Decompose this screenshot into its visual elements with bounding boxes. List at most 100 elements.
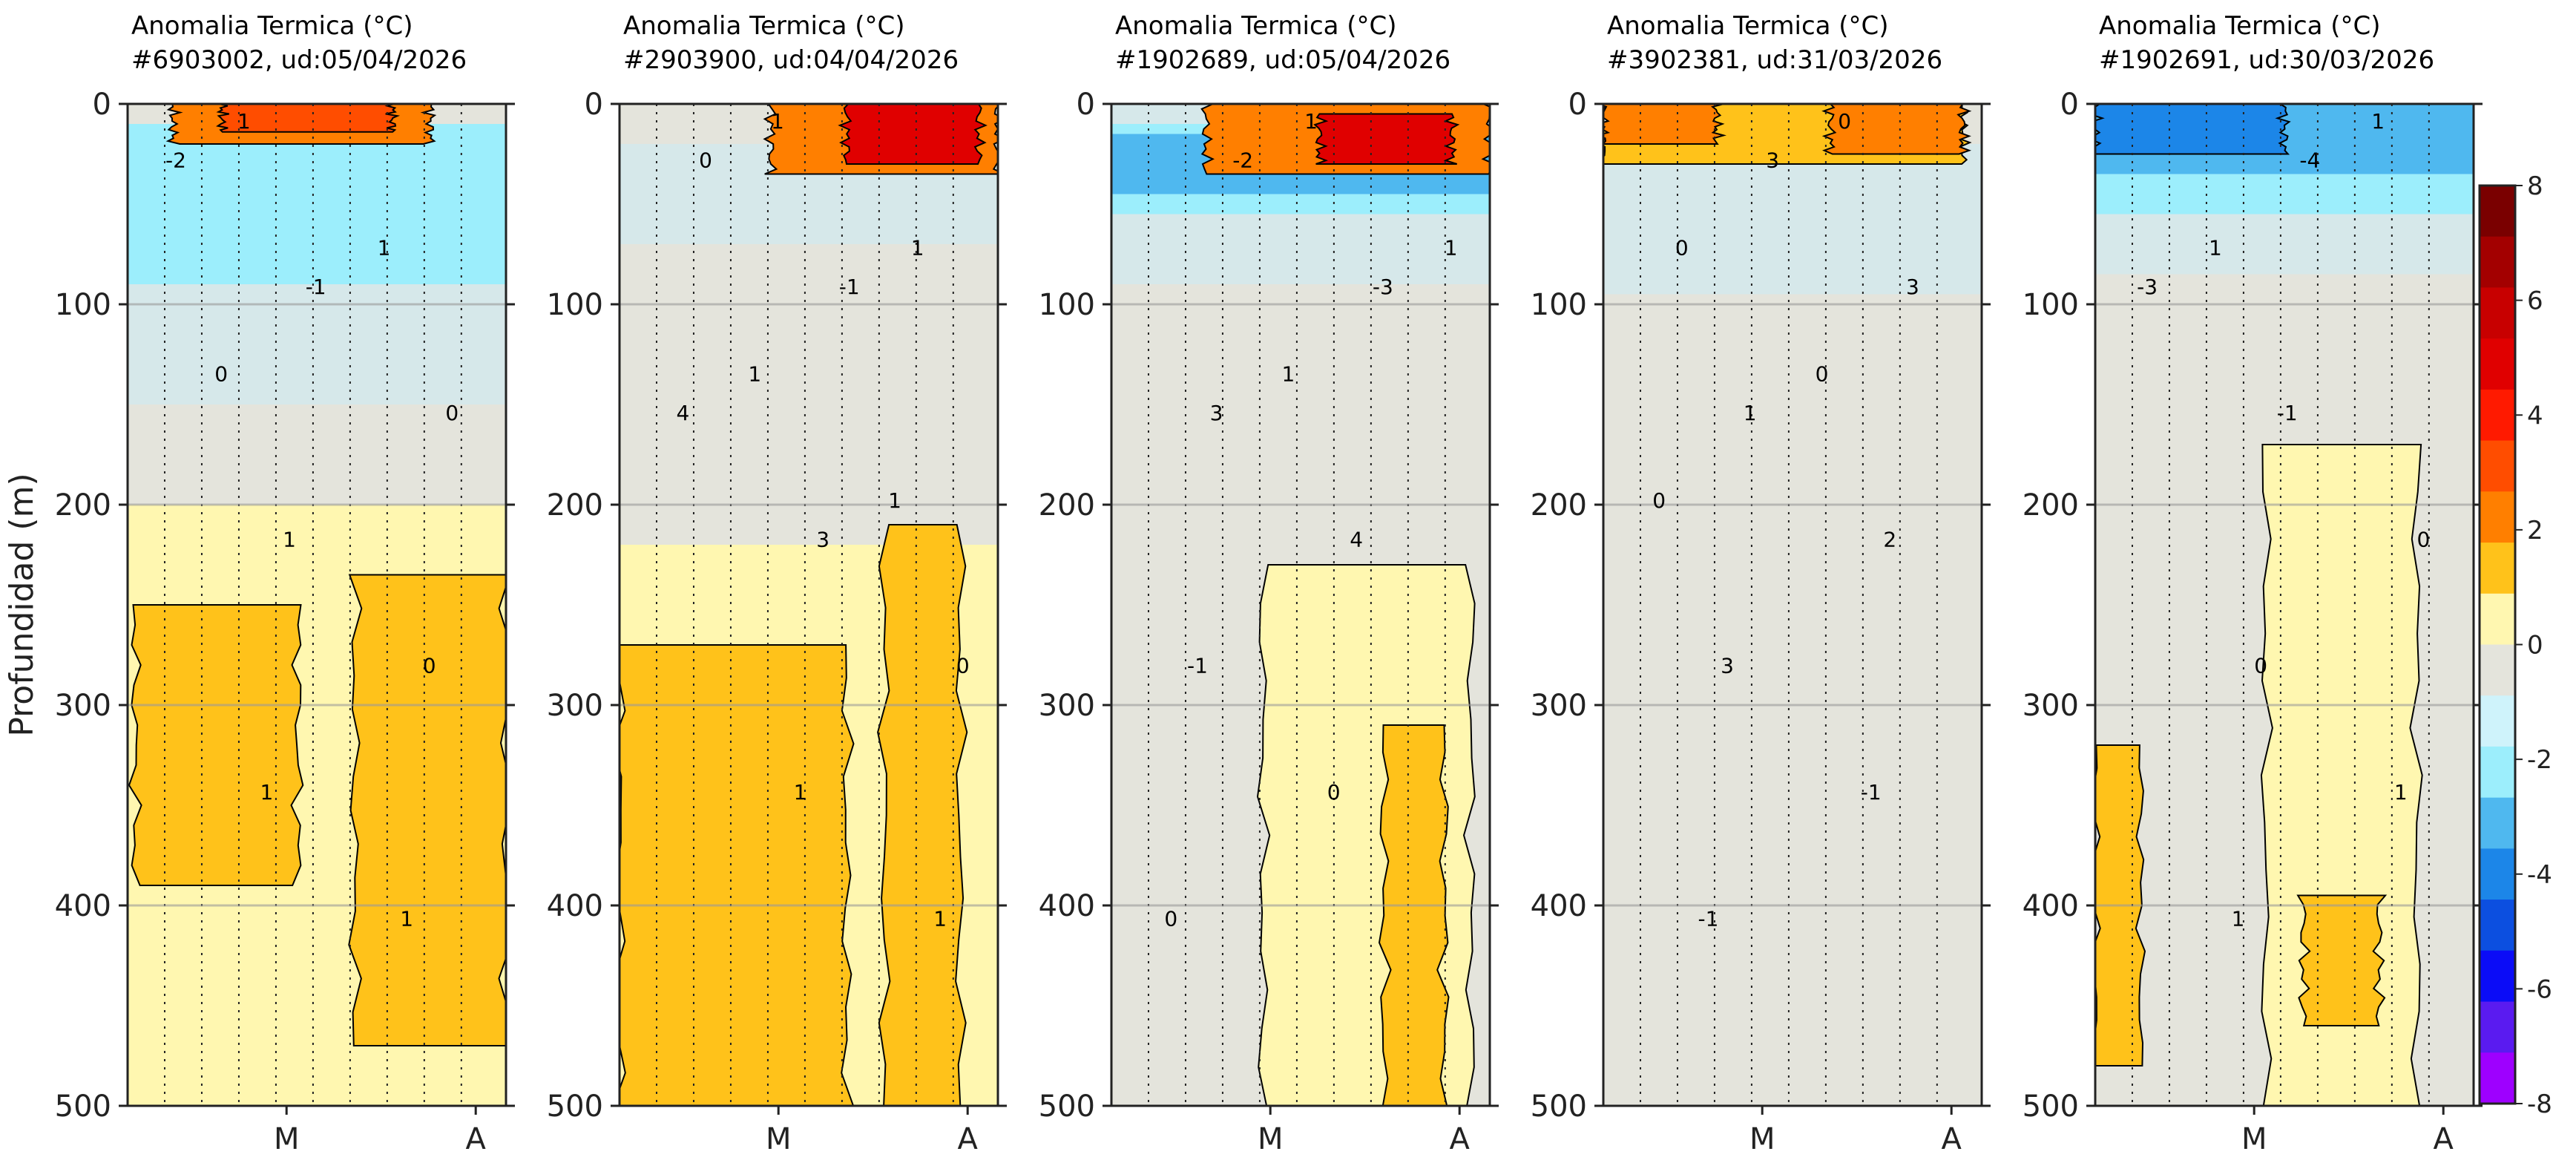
contour-label: 0 <box>445 401 459 425</box>
contour-label: 1 <box>1744 401 1757 425</box>
colorbar-swatch <box>2480 695 2515 747</box>
colorbar-swatch <box>2480 900 2515 951</box>
contour-label: -3 <box>1373 275 1393 299</box>
y-axis-label: Profundidad (m) <box>3 473 41 736</box>
axes-frame <box>2094 102 2475 1107</box>
contour-label: -1 <box>306 275 326 299</box>
colorbar-swatch <box>2480 186 2515 237</box>
y-tick-label: 300 <box>2023 689 2079 723</box>
contour-label: 4 <box>1350 527 1363 551</box>
contour-label: 1 <box>748 362 761 387</box>
contour-label: 3 <box>1721 654 1734 678</box>
contour-label: -4 <box>2299 148 2320 173</box>
y-tick-label: 100 <box>1039 288 1095 322</box>
colorbar-swatch <box>2480 797 2515 850</box>
x-tick-label: M <box>1258 1122 1284 1156</box>
colorbar-tick-label: 0 <box>2527 631 2543 661</box>
contour-label: -1 <box>1698 906 1719 931</box>
y-tick-label: 300 <box>547 689 603 723</box>
anomaly-band-level-2 <box>620 644 855 1106</box>
axes-frame <box>126 102 507 1107</box>
anomaly-band-level-4 <box>216 104 401 133</box>
contour-label: 1 <box>237 109 251 134</box>
panel-subtitle: #1902691, ud:30/03/2026 <box>2099 45 2434 75</box>
contour-label: 3 <box>1906 275 1919 299</box>
colorbar-swatch <box>2480 746 2515 799</box>
y-tick-label: 400 <box>547 889 603 923</box>
x-tick-label: A <box>1942 1122 1962 1156</box>
contour-label: 1 <box>2371 109 2385 134</box>
contour-label: 1 <box>888 488 901 513</box>
panel-2: 0 -1 4 3 0 1 1 1 1 1 1 0 100 200 300 400 500 M A Anomalia T… <box>547 11 1007 1156</box>
anomaly-band-level-2 <box>877 524 968 1106</box>
y-tick-label: 0 <box>2060 88 2079 122</box>
plot-area: -4 -3 -1 0 0 1 1 1 1 <box>2095 104 2474 1106</box>
y-tick-label: 500 <box>2023 1089 2079 1124</box>
anomaly-band-level-3 <box>1821 104 1972 155</box>
axes-frame <box>1602 102 1983 1107</box>
y-tick-label: 0 <box>93 88 111 122</box>
contour-label: 1 <box>260 780 274 805</box>
axes-frame <box>1110 102 1491 1107</box>
contour-label: 0 <box>956 654 970 678</box>
panel-subtitle: #1902689, ud:05/04/2026 <box>1115 45 1450 75</box>
colorbar-tick-label: -4 <box>2527 860 2552 890</box>
anomaly-band-level-2 <box>128 604 304 886</box>
x-tick-label: M <box>766 1122 792 1156</box>
colorbar-tick-label: 8 <box>2527 171 2543 201</box>
y-tick-label: 0 <box>1077 88 1095 122</box>
colorbar-tick-label: 2 <box>2527 516 2543 545</box>
colorbar-swatch <box>2480 338 2515 390</box>
contour-label: 3 <box>816 527 829 551</box>
colorbar-swatch <box>2480 389 2515 442</box>
colorbar-tick-label: 6 <box>2527 286 2543 316</box>
y-tick-label: 400 <box>1039 889 1095 923</box>
y-tick-label: 300 <box>1531 689 1587 723</box>
panel-title: Anomalia Termica (°C) <box>2099 11 2381 41</box>
y-tick-label: 0 <box>585 88 603 122</box>
contour-label: 1 <box>911 235 924 260</box>
colorbar-swatch <box>2480 644 2515 696</box>
contour-label: 2 <box>1883 527 1896 551</box>
y-tick-label: 100 <box>1531 288 1587 322</box>
contour-label: 1 <box>1445 235 1458 260</box>
contour-label: -2 <box>165 148 186 173</box>
contour-label: 1 <box>1282 362 1295 387</box>
anomaly-band-level-2 <box>2296 894 2388 1026</box>
anomaly-band-level-5 <box>1313 113 1460 165</box>
y-tick-label: 0 <box>1568 88 1587 122</box>
y-tick-label: 400 <box>55 889 111 923</box>
x-tick-label: A <box>1450 1122 1471 1156</box>
y-tick-label: 200 <box>1039 488 1095 522</box>
contour-label: 0 <box>1675 235 1689 260</box>
contour-label: 0 <box>2254 654 2267 678</box>
contour-label: 0 <box>214 362 228 387</box>
panel-title: Anomalia Termica (°C) <box>623 11 905 41</box>
colorbar-swatch <box>2480 593 2515 646</box>
colorbar-swatch <box>2480 1001 2515 1054</box>
y-tick-label: 500 <box>1039 1089 1095 1124</box>
y-tick-label: 100 <box>55 288 111 322</box>
contour-label: 4 <box>677 401 690 425</box>
panel-5: -4 -3 -1 0 0 1 1 1 1 0 100 200 300 400 500 M A Anomalia T… <box>2023 11 2483 1156</box>
y-tick-label: 500 <box>1531 1089 1587 1124</box>
y-tick-label: 300 <box>1039 689 1095 723</box>
contour-label: 1 <box>2394 780 2408 805</box>
contour-label: 0 <box>1652 488 1666 513</box>
anomaly-band-level--4 <box>2095 104 2291 155</box>
contour-label: 1 <box>378 235 391 260</box>
y-tick-label: 100 <box>547 288 603 322</box>
contour-label: 3 <box>1210 401 1223 425</box>
y-tick-label: 200 <box>547 488 603 522</box>
x-tick-label: M <box>1749 1122 1775 1156</box>
contour-label: -1 <box>1187 654 1208 678</box>
y-tick-label: 200 <box>2023 488 2079 522</box>
contour-label: 1 <box>1304 109 1318 134</box>
colorbar-tick-label: -6 <box>2527 974 2552 1004</box>
plot-area: -2 -3 3 4 -1 0 0 1 1 1 <box>1111 104 1490 1106</box>
y-tick-label: 200 <box>1531 488 1587 522</box>
contour-label: 1 <box>771 109 784 134</box>
x-tick-label: M <box>2241 1122 2267 1156</box>
anomaly-band-level-2 <box>1378 724 1450 1106</box>
anomaly-band-level-2 <box>348 574 506 1046</box>
